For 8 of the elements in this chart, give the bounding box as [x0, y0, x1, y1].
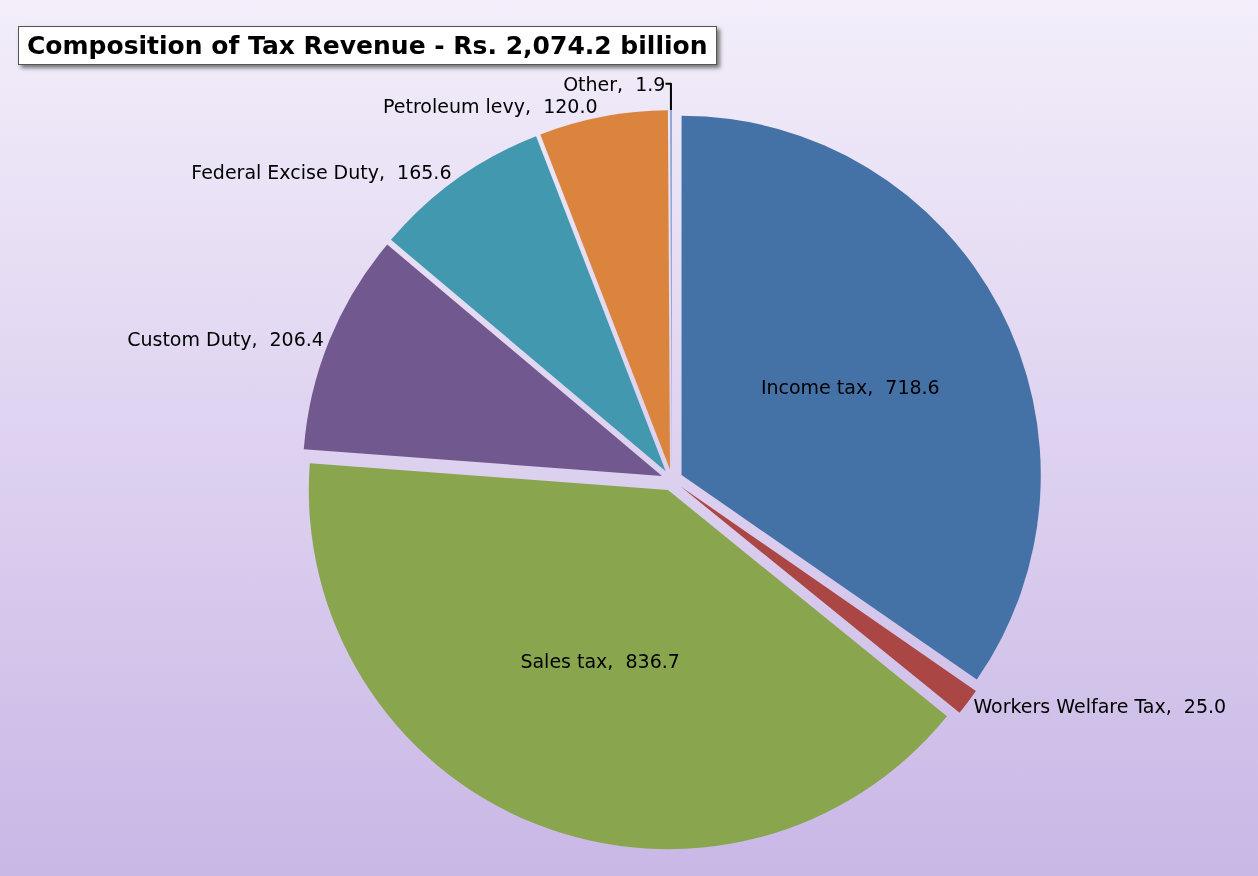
slice-label: Federal Excise Duty, 165.6	[191, 160, 452, 183]
slice-label: Income tax, 718.6	[760, 375, 940, 398]
slice-label: Sales tax, 836.7	[520, 649, 680, 672]
chart-title: Composition of Tax Revenue - Rs. 2,074.2 billion	[18, 26, 717, 65]
slice-label: Petroleum levy, 120.0	[383, 94, 598, 117]
slice-label: Custom Duty, 206.4	[127, 327, 324, 350]
slice-label: Other, 1.9	[563, 72, 666, 95]
slice-label: Workers Welfare Tax, 25.0	[973, 695, 1227, 718]
